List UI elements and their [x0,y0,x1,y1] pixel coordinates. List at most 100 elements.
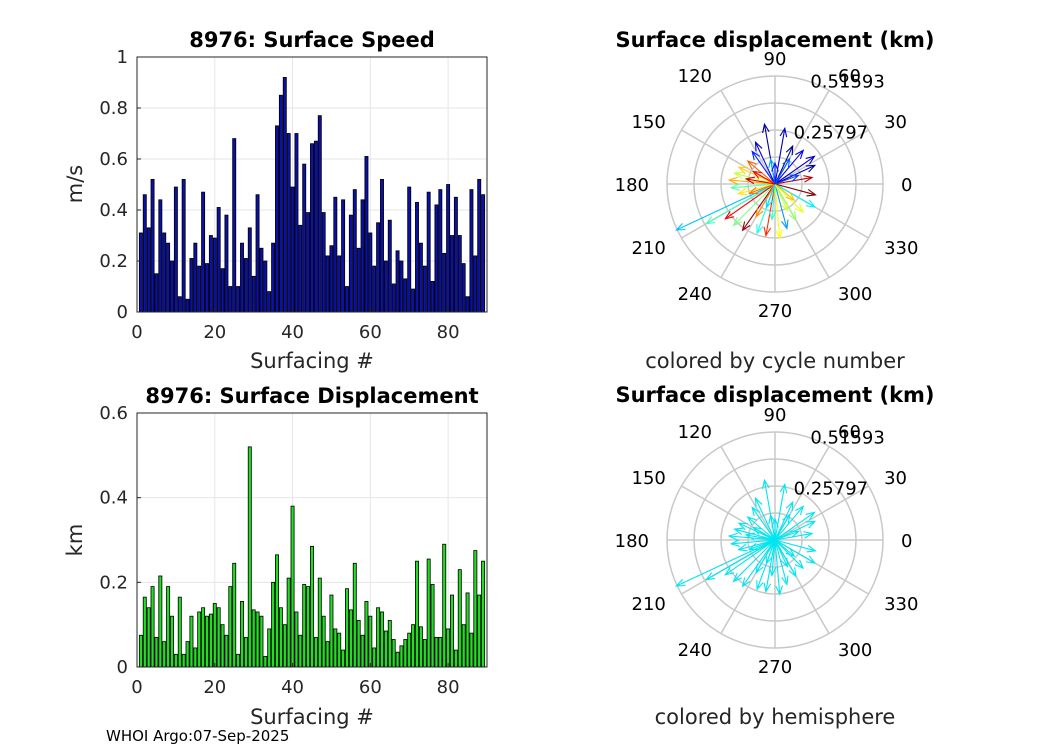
displacement-vector [751,526,776,541]
bar [205,615,209,668]
bar [158,575,163,668]
bar [216,207,221,313]
displacement-vector [774,539,797,578]
x-tick-label: 80 [437,322,460,343]
y-tick-label: 0.6 [99,403,128,424]
figure-note: WHOI Argo:07-Sep-2025 [106,727,289,745]
surface-speed-chart: 0 0.2 0.4 0.6 0.8 1 0 20 40 60 80 8976: Surface Sp… [63,28,488,373]
displacement-vector [732,539,776,583]
bar [399,645,404,668]
bar [442,252,447,313]
displacement-vector [774,513,791,541]
displacement-vector [774,155,816,185]
bar [240,242,244,313]
bar [317,115,322,313]
displacement-vector [774,530,800,541]
bar [146,607,151,668]
bar [477,594,482,668]
bar [418,626,423,668]
bar [197,265,202,313]
bar [166,242,171,313]
axes-box [136,412,488,668]
bar [341,649,346,668]
bar [216,607,221,668]
bar [236,653,241,668]
x-tick-label: 80 [437,677,460,698]
bar [415,560,419,668]
angle-tick-label: 60 [838,66,861,87]
bar [267,291,272,313]
bar [185,641,190,668]
displacement-vector [744,176,776,185]
bar [232,138,237,313]
bar [263,656,268,668]
bar [415,201,419,313]
bar [313,636,318,668]
bar [201,607,206,668]
bar [418,242,423,313]
displacement-vector [704,539,776,581]
displacement-vector [748,183,776,195]
displacement-vector [754,496,776,541]
displacement-vector [771,517,779,540]
y-axis-label: m/s [63,165,87,203]
bar [360,634,365,668]
displacement-vector [763,183,776,237]
displacement-vector [733,527,776,541]
bar [442,543,447,668]
displacement-vector [774,500,794,541]
bar [247,227,252,313]
angle-tick-label: 180 [615,175,649,196]
bar [189,258,194,313]
angle-tick-label: 300 [838,640,872,661]
displacement-vector [774,183,797,222]
bar [473,255,478,313]
bar [290,186,295,313]
bar [407,632,412,668]
displacement-vector [774,183,783,240]
displacement-vector [755,183,776,218]
x-axis-label: Surfacing # [250,705,374,729]
chart-title: Surface displacement (km) [615,383,934,407]
bar [329,594,334,668]
y-tick-label: 0.4 [99,200,128,221]
bar [469,189,474,313]
bar [356,247,361,313]
bar [224,634,229,668]
surface-displacement-chart: 0 0.2 0.4 0.6 0 20 40 60 80 8976: Surface Displa… [63,384,488,729]
angle-tick-label: 330 [884,238,918,259]
bar [356,620,361,668]
bar [162,232,167,313]
bar [173,653,178,668]
y-tick-label: 0.4 [99,488,128,509]
bar [453,649,458,668]
bar [360,199,365,313]
bar [201,191,206,313]
bar [236,286,241,313]
bar [181,653,186,668]
bar [240,600,244,668]
bar [205,263,209,313]
x-axis-label: Surfacing # [250,349,374,373]
bar [275,125,279,313]
bar [426,558,431,668]
displacement-vector [774,183,789,212]
displacement-vector [768,157,776,185]
bar [185,298,190,313]
displacement-vector [768,539,777,577]
bar [426,191,431,313]
bar [372,647,377,668]
bar [208,235,213,313]
displacement-vector [774,164,817,185]
bar [348,214,353,313]
bar [170,615,174,668]
bar [278,607,283,668]
bar [411,288,416,313]
x-tick-label: 40 [281,322,304,343]
bar [317,577,322,668]
chart-subtitle: colored by hemisphere [655,705,896,729]
bar [177,596,182,668]
bar [286,133,291,313]
polar-spoke [720,446,776,541]
